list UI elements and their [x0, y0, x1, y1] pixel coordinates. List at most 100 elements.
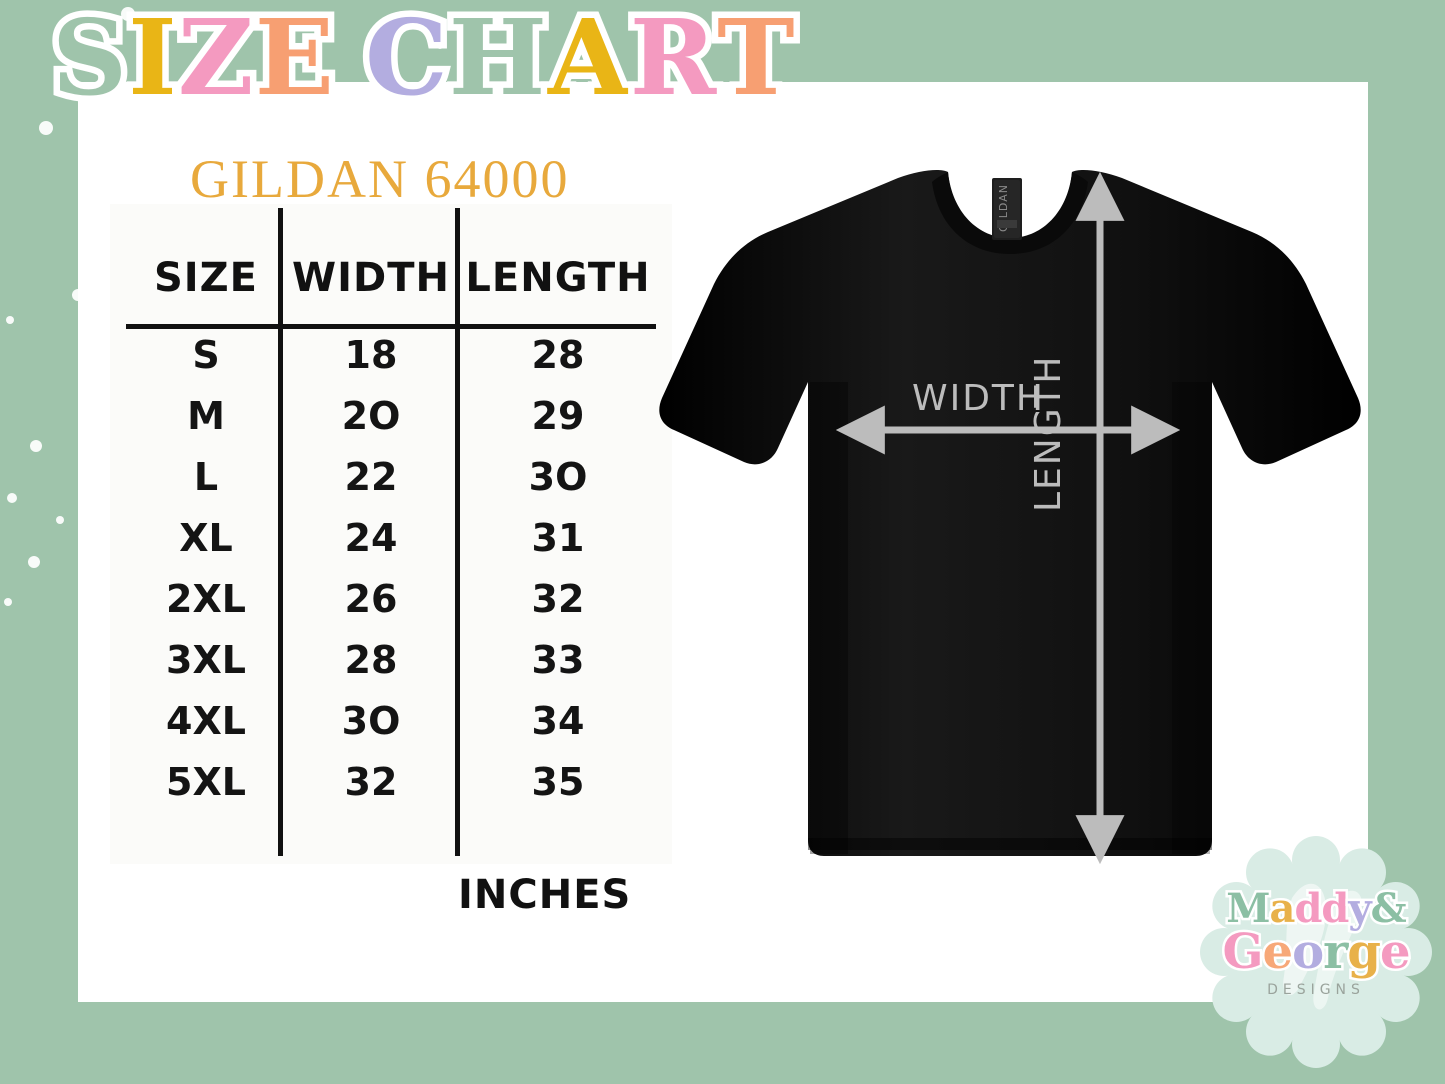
size-table: SIZE WIDTH LENGTH S 18 28 M 2O 29 L 22 3O XL 24 31 2… — [130, 232, 656, 812]
cell-length: 32 — [531, 576, 585, 621]
table-row: 5XL 32 35 — [130, 751, 656, 812]
size-table-container: SIZE WIDTH LENGTH S 18 28 M 2O 29 L 22 3O XL 24 31 2… — [110, 204, 672, 944]
width-measure-label: WIDTH — [912, 378, 1045, 419]
logo-text-group: Maddy& George DESIGNS — [1196, 836, 1436, 998]
speckle-dot-4 — [39, 121, 53, 135]
speckle-dot-3 — [435, 39, 445, 49]
column-divider-width-length — [455, 208, 460, 856]
cell-width: 32 — [344, 759, 398, 804]
title-letter-z-2: Z — [171, 0, 260, 119]
cell-length: 33 — [531, 637, 585, 682]
table-row: 4XL 3O 34 — [130, 690, 656, 751]
badge-lobe-4 — [1371, 974, 1420, 1022]
length-measure-label: LENGTH — [1028, 354, 1069, 512]
cell-width: 2O — [341, 393, 401, 438]
logo-line-two-letter-4: g — [1345, 924, 1383, 980]
cell-size: XL — [179, 515, 233, 560]
table-body: S 18 28 M 2O 29 L 22 3O XL 24 31 2XL 26 32 3XL 28 33 4XL 3O… — [130, 324, 656, 812]
title-letter-s-0: S — [45, 0, 133, 119]
table-row: XL 24 31 — [130, 507, 656, 568]
cell-width: 18 — [344, 332, 398, 377]
speckle-dot-14 — [28, 556, 40, 568]
logo-line-one-letter-2: d — [1292, 885, 1325, 932]
cell-size: S — [192, 332, 220, 377]
header-size: SIZE — [153, 255, 259, 301]
badge-lobe-2 — [1371, 882, 1420, 930]
logo-line-one-letter-0: M — [1224, 885, 1273, 932]
badge-lobe-0 — [1292, 836, 1340, 884]
speckle-dot-12 — [7, 493, 17, 503]
cell-length: 3O — [528, 454, 588, 499]
logo-line-one-letter-4: y — [1346, 885, 1374, 932]
cell-width: 28 — [344, 637, 398, 682]
brand-logo: Maddy& George DESIGNS — [1196, 836, 1436, 1068]
units-label: INCHES — [458, 872, 632, 918]
logo-tagline: DESIGNS — [1267, 982, 1365, 998]
logo-line-two-letter-1: e — [1260, 924, 1295, 980]
cell-length: 31 — [531, 515, 585, 560]
page-title: SIZE CHART — [45, 0, 801, 119]
cell-size: 4XL — [166, 698, 246, 743]
speckle-dot-10 — [30, 440, 42, 452]
title-letter-h-5: H — [442, 0, 553, 119]
cell-size: M — [187, 393, 225, 438]
title-letter-i-1: I — [122, 0, 184, 119]
header-divider-line — [126, 324, 656, 329]
neck-label-group: GILDAN — [992, 178, 1022, 240]
logo-line-two-letter-2: o — [1290, 924, 1327, 980]
cell-length: 29 — [531, 393, 585, 438]
logo-line-two-letter-5: e — [1377, 924, 1412, 980]
column-divider-size-width — [278, 208, 283, 856]
cell-size: L — [193, 454, 219, 499]
logo-line-one: Maddy& — [1196, 885, 1436, 932]
speckle-dot-0 — [121, 7, 135, 21]
cell-width: 26 — [344, 576, 398, 621]
speckle-dot-2 — [266, 15, 276, 25]
cell-length: 28 — [531, 332, 585, 377]
table-row: S 18 28 — [130, 324, 656, 385]
speckle-dot-8 — [6, 316, 14, 324]
logo-line-one-letter-1: a — [1267, 885, 1298, 932]
header-width: WIDTH — [292, 255, 450, 301]
badge-lobe-3 — [1384, 928, 1432, 976]
logo-line-two-letter-0: G — [1220, 924, 1266, 980]
badge-lobe-7 — [1246, 1007, 1294, 1056]
cell-width: 3O — [341, 698, 401, 743]
cell-size: 2XL — [166, 576, 246, 621]
title-letter-e-3: E — [248, 0, 340, 119]
cell-size: 3XL — [166, 637, 246, 682]
logo-badge-shape — [1196, 836, 1436, 1068]
logo-line-one-letter-5: & — [1368, 885, 1409, 932]
tshirt-illustration: GILDAN — [648, 150, 1368, 870]
logo-line-two-letter-3: r — [1321, 924, 1351, 980]
table-panel-background — [110, 204, 672, 864]
badge-lobe-8 — [1212, 974, 1261, 1022]
table-row: M 2O 29 — [130, 385, 656, 446]
title-letter-r-7: R — [623, 0, 722, 119]
badge-lobe-10 — [1212, 882, 1261, 930]
cell-width: 22 — [344, 454, 398, 499]
badge-lobe-1 — [1338, 848, 1386, 897]
speckle-dot-13 — [56, 516, 64, 524]
header-length: LENGTH — [465, 255, 651, 301]
product-subtitle: GILDAN 64000 — [190, 149, 570, 209]
cell-size: 5XL — [166, 759, 246, 804]
badge-lobe-11 — [1246, 848, 1294, 897]
svg-text:GILDAN: GILDAN — [997, 184, 1010, 232]
cell-length: 34 — [531, 698, 585, 743]
table-row: 3XL 28 33 — [130, 629, 656, 690]
speckle-dot-1 — [179, 18, 187, 26]
cell-width: 24 — [344, 515, 398, 560]
title-letter-a-6: A — [542, 0, 636, 119]
badge-lobe-6 — [1292, 1020, 1340, 1068]
cell-length: 35 — [531, 759, 585, 804]
logo-line-two: George — [1196, 924, 1436, 980]
badge-lobe-9 — [1200, 928, 1248, 976]
title-letter-t-8: T — [711, 0, 801, 119]
speckle-dot-15 — [4, 598, 12, 606]
logo-line-one-letter-3: d — [1319, 885, 1352, 932]
table-row: L 22 3O — [130, 446, 656, 507]
table-header-row: SIZE WIDTH LENGTH — [130, 232, 656, 324]
table-row: 2XL 26 32 — [130, 568, 656, 629]
